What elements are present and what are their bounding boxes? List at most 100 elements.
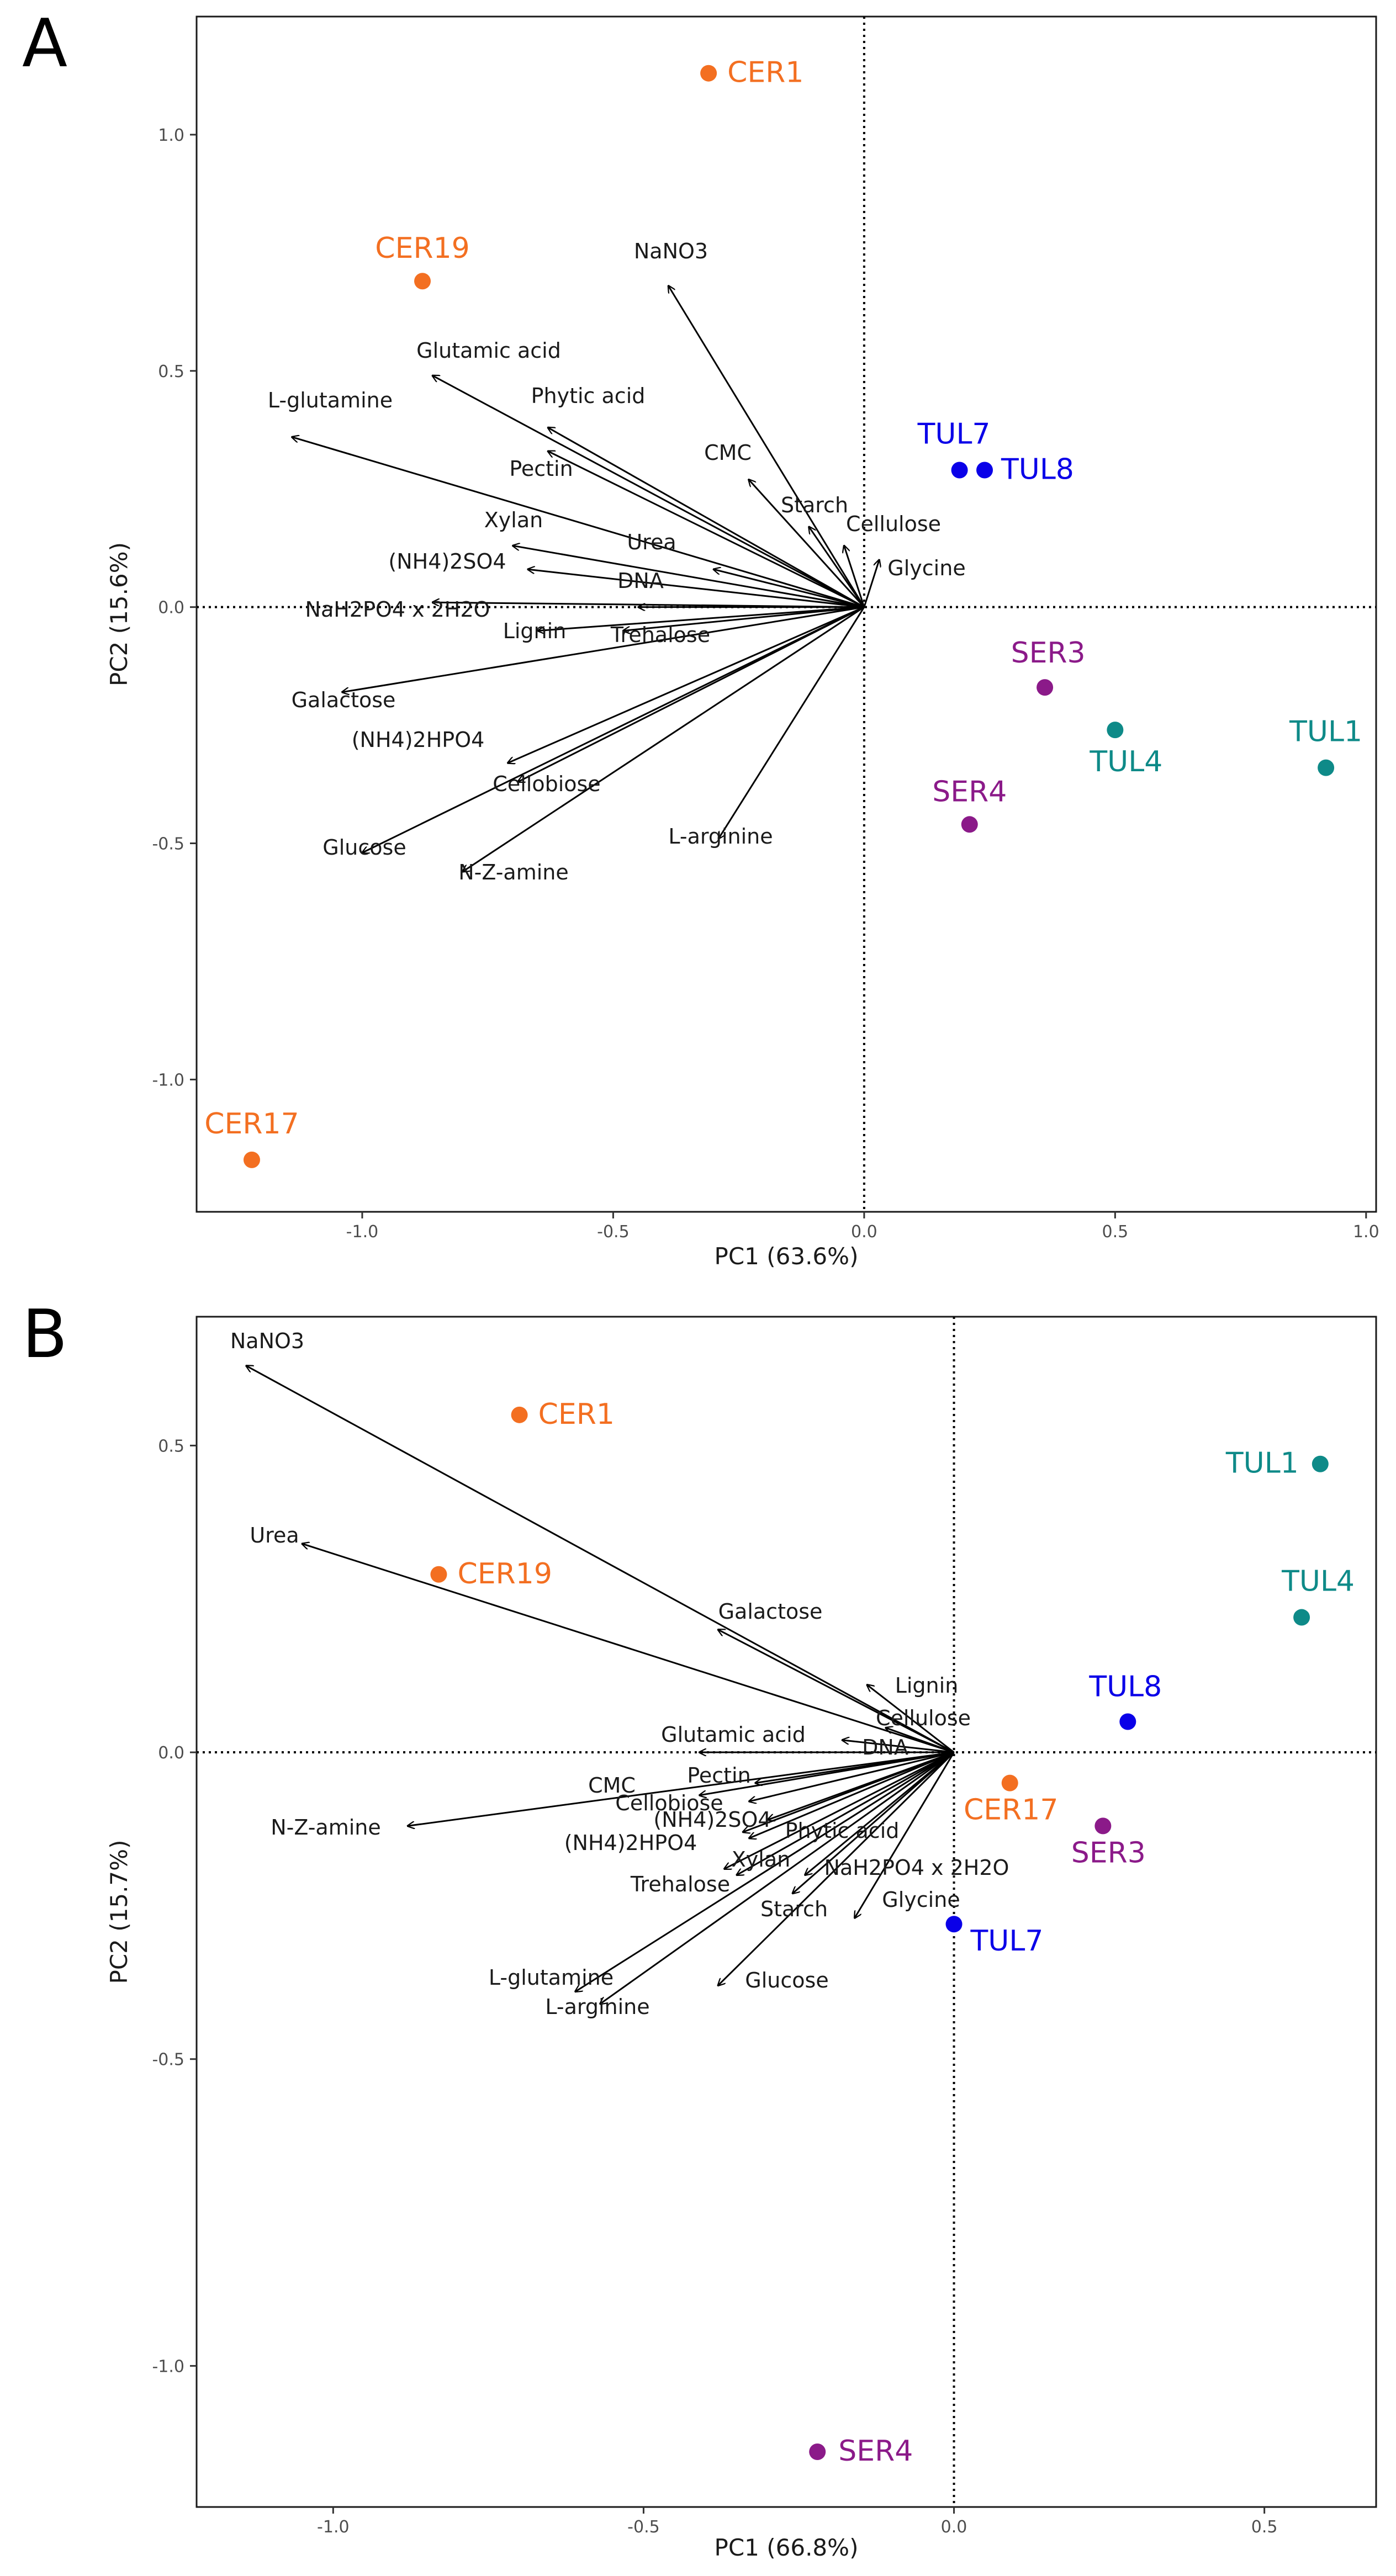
sample-point-ser4	[809, 2443, 826, 2460]
loading-arrow-lignin	[538, 606, 864, 631]
loading-arrow-nh4-2hpo4	[749, 1751, 955, 1838]
sample-label-cer19: CER19	[375, 232, 469, 265]
sample-point-cer19	[430, 1566, 447, 1583]
loading-arrow-galactose	[718, 1630, 955, 1753]
sample-point-tul7	[951, 462, 968, 479]
x-tick-label: 0.5	[1251, 2517, 1278, 2537]
variable-label-nh4-2hpo4: (NH4)2HPO4	[564, 1831, 697, 1855]
loading-arrow-n-z-amine	[408, 1751, 954, 1826]
sample-label-cer19: CER19	[457, 1557, 552, 1591]
variable-label-cellobiose: Cellobiose	[493, 772, 600, 796]
variable-label-n-z-amine: N-Z-amine	[271, 1815, 381, 1840]
variable-label-nano3: NaNO3	[634, 239, 708, 263]
loading-arrow-trehalose	[623, 606, 865, 631]
panel-a: A -1.0 -0.5 0.0 0.5 1.0 1.0 0.5 0.0 -0.5 -1.0 PC1 …	[22, 6, 1379, 1270]
variable-label-urea: Urea	[627, 530, 676, 554]
y-axis-title: PC2 (15.7%)	[105, 1840, 133, 1984]
loading-arrow-cmc	[749, 480, 865, 608]
loading-arrow-l-arginine	[718, 606, 865, 839]
variable-label-l-glutamine: L-glutamine	[268, 388, 393, 412]
sample-point-cer1	[511, 1406, 528, 1423]
loading-arrow-nah2po4-x-2h2o	[805, 1751, 955, 1875]
variable-label-pectin: Pectin	[687, 1763, 750, 1788]
loading-arrow-cellulose	[844, 545, 865, 608]
loading-arrow-n-z-amine	[463, 606, 865, 872]
sample-label-tul8: TUL8	[1001, 453, 1074, 486]
x-tick-label: 0.0	[941, 2517, 967, 2537]
variable-label-l-arginine: L-arginine	[668, 824, 773, 849]
variable-label-pectin: Pectin	[509, 457, 573, 481]
sample-point-ser4	[961, 816, 978, 833]
sample-label-tul1: TUL1	[1225, 1447, 1299, 1480]
loading-arrow-glucose	[718, 1751, 955, 1985]
y-tick-label: -1.0	[152, 2357, 184, 2376]
loading-arrow-urea	[713, 569, 865, 608]
variable-label-starch: Starch	[760, 1897, 828, 1921]
y-tick-label: -0.5	[152, 835, 184, 854]
x-axis-title: PC1 (66.8%)	[715, 2534, 859, 2561]
loading-arrow-glycine	[855, 1752, 955, 1918]
variable-label-urea: Urea	[250, 1523, 299, 1547]
variable-label-cellulose: Cellulose	[876, 1706, 971, 1730]
loading-arrow-nano3	[668, 286, 865, 608]
loading-arrow-nh4-2so4	[528, 569, 865, 608]
y-axis-title: PC2 (15.6%)	[105, 542, 133, 686]
variable-label-glutamic-acid: Glutamic acid	[661, 1722, 806, 1747]
x-tick-label: -1.0	[346, 1222, 379, 1242]
variable-label-starch: Starch	[781, 493, 848, 517]
variable-label-galactose: Galactose	[718, 1599, 823, 1624]
sample-point-cer17	[1001, 1774, 1018, 1791]
loading-arrow-trehalose	[737, 1751, 955, 1875]
variable-label-cmc: CMC	[704, 441, 752, 465]
loading-arrow-pectin	[548, 451, 865, 608]
y-tick-label: -0.5	[152, 2050, 184, 2070]
sample-point-cer1	[700, 65, 717, 82]
sample-label-tul4: TUL4	[1089, 745, 1162, 778]
loading-arrow-nano3	[246, 1366, 955, 1753]
variable-label-glycine: Glycine	[887, 556, 965, 580]
y-tick-label: 0.0	[158, 1743, 184, 1763]
sample-point-tul1	[1318, 759, 1335, 776]
variable-label-trehalose: Trehalose	[630, 1872, 730, 1896]
plot-frame	[195, 1316, 1377, 2508]
x-tick-label: 1.0	[1353, 1222, 1379, 1242]
variable-label-cellobiose: Cellobiose	[615, 1791, 723, 1815]
x-tick-label: 0.5	[1102, 1222, 1128, 1242]
sample-label-ser3: SER3	[1071, 1836, 1146, 1869]
loading-arrow-nh4-2hpo4	[508, 606, 865, 763]
variable-label-nah2po4-x-2h2o: NaH2PO4 x 2H2O	[824, 1856, 1009, 1880]
sample-label-cer1: CER1	[727, 56, 803, 89]
variable-label-glutamic-acid: Glutamic acid	[416, 338, 561, 363]
variable-label-dna: DNA	[617, 569, 664, 593]
x-tick-label: -1.0	[317, 2517, 350, 2537]
sample-point-tul4	[1107, 722, 1124, 739]
sample-point-tul8	[1119, 1713, 1136, 1730]
variable-label-xylan: Xylan	[484, 508, 543, 532]
variable-label-l-glutamine: L-glutamine	[489, 1965, 614, 1990]
variable-label-dna: DNA	[862, 1735, 908, 1759]
variable-label-phytic-acid: Phytic acid	[531, 384, 646, 408]
loading-arrow-urea	[302, 1544, 954, 1753]
variable-label-cellulose: Cellulose	[846, 512, 941, 536]
sample-label-tul1: TUL1	[1289, 715, 1362, 749]
sample-label-tul8: TUL8	[1088, 1670, 1162, 1703]
pca-biplot-b: B -1.0 -0.5 0.0 0.5 0.5 0.0 -0.5 -1.0 PC1 (66.8%…	[22, 1296, 1377, 2561]
variable-label-cmc: CMC	[588, 1773, 636, 1798]
loading-arrow-l-arginine	[600, 1751, 955, 2004]
variable-label-galactose: Galactose	[292, 688, 396, 712]
variable-label-nh4-2so4: (NH4)2SO4	[388, 549, 506, 574]
sample-label-cer17: CER17	[204, 1107, 299, 1141]
loading-arrow-xylan	[513, 545, 865, 608]
loading-arrow-glucose	[362, 606, 865, 853]
loading-arrow-nah2po4-x-2h2o	[432, 602, 864, 608]
variable-label-xylan: Xylan	[732, 1847, 790, 1872]
variable-label-nano3: NaNO3	[230, 1329, 304, 1353]
variable-label-glucose: Glucose	[322, 835, 406, 860]
sample-point-tul4	[1293, 1609, 1310, 1626]
y-tick-label: 1.0	[158, 126, 184, 145]
loading-arrow-galactose	[342, 606, 865, 692]
x-axis-title: PC1 (63.6%)	[715, 1243, 859, 1270]
y-tick-label: 0.0	[158, 598, 184, 618]
panel-letter-b: B	[22, 1296, 67, 1373]
variable-label-nh4-2so4: (NH4)2SO4	[653, 1808, 771, 1832]
